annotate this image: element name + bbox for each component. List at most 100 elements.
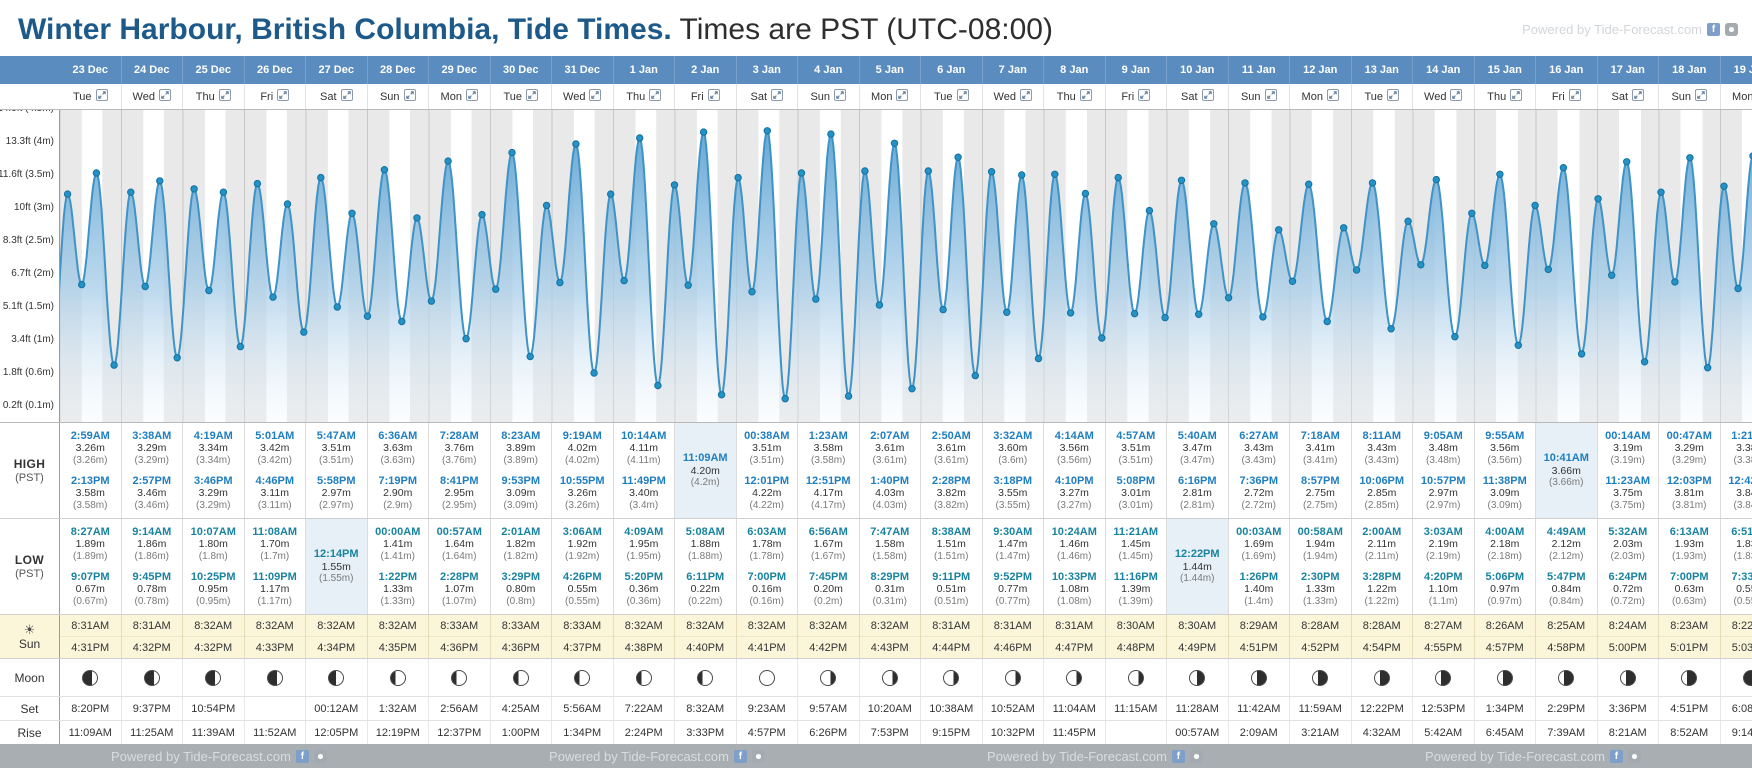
high-tide-cell: 6:27AM 3.43m (3.43m) 7:36PM 2.72m (2.72m) [1228,423,1290,518]
expand-day-icon[interactable] [1264,89,1277,104]
sun-times-cell: 8:31AM 4:47PM [1044,615,1106,658]
weekday-cell[interactable]: Mon [429,84,491,109]
expand-day-icon[interactable] [649,89,662,104]
expand-day-icon[interactable] [707,89,720,104]
weekday-cell[interactable]: Mon [860,84,921,109]
weekday-cell[interactable]: Thu [1475,84,1536,109]
weekday-cell[interactable]: Thu [183,84,245,109]
expand-day-icon[interactable] [834,89,847,104]
low-tide-height-alt: (1.86m) [134,551,169,563]
sunset-time: 4:32PM [121,636,182,658]
expand-day-icon[interactable] [1387,89,1400,104]
expand-day-icon[interactable] [1632,89,1644,104]
weekday-cell[interactable]: Tue [1352,84,1413,109]
weekday-cell[interactable]: Tue [921,84,983,109]
weekday-cell[interactable]: Fri [245,84,306,109]
weekday-cell[interactable]: Tue [491,84,552,109]
weekday-cell[interactable]: Fri [1106,84,1167,109]
expand-day-icon[interactable] [218,89,231,104]
weekday-cell[interactable]: Sat [1598,84,1659,109]
expand-day-icon[interactable] [1450,89,1463,104]
high-tide-event: 12:01PM 4.22m (4.22m) [737,475,798,511]
weekday-cell[interactable]: Wed [122,84,183,109]
expand-day-icon[interactable] [1138,89,1151,104]
weekday-cell[interactable]: Thu [614,84,675,109]
weekday-cell[interactable]: Sat [737,84,798,109]
weekday-cell[interactable]: Wed [983,84,1044,109]
high-tide-time: 9:53PM [501,474,541,487]
weekday-cell[interactable]: Sun [368,84,429,109]
weekday-label: Sun [810,90,831,103]
low-tide-time: 6:56AM [808,526,848,538]
weekday-cell[interactable]: Wed [1413,84,1475,109]
expand-day-icon[interactable] [956,89,969,104]
high-tide-time: 11:38PM [1482,474,1527,487]
weekday-cell[interactable]: Mon [1290,84,1352,109]
expand-day-icon[interactable] [1695,89,1708,104]
high-tide-event: 1:23AM 3.58m (3.58m) [798,430,859,466]
expand-day-icon[interactable] [340,89,353,104]
footer-watermark: Powered by Tide-Forecast.com f [549,749,765,764]
high-tide-height-alt: (4.03m) [872,499,907,511]
expand-day-icon[interactable] [589,89,602,104]
expand-day-icon[interactable] [896,89,909,104]
weekday-cell[interactable]: Sun [1659,84,1721,109]
weekday-cell[interactable]: Mon [1721,84,1752,109]
weekday-cell[interactable]: Sat [1167,84,1229,109]
low-tide-height-alt: (1.64m) [442,551,477,563]
low-tide-time: 00:57AM [436,526,482,538]
weekday-cell[interactable]: Wed [552,84,614,109]
expand-day-icon[interactable] [277,89,290,104]
y-axis-label: 3.4ft (1m) [11,334,54,345]
weekday-cell[interactable]: Sun [798,84,860,109]
weekday-cell[interactable]: Sat [306,84,368,109]
low-tide-height-alt: (0.2m) [813,595,843,607]
high-tide-event: 11:49PM 3.40m (3.4m) [614,475,675,511]
expand-day-icon[interactable] [526,89,539,104]
expand-day-icon[interactable] [771,89,783,104]
low-tide-time: 7:00PM [1669,570,1709,583]
weekday-cell[interactable]: Tue [60,84,122,109]
expand-day-icon[interactable] [1019,89,1032,104]
high-tide-time: 6:36AM [378,430,418,442]
moonset-cell [245,697,306,720]
low-tide-height-alt: (1.67m) [811,551,846,563]
low-tide-time: 00:00AM [375,526,421,538]
low-tide-height-alt: (0.63m) [1672,595,1707,607]
low-tide-time: 00:03AM [1236,526,1282,538]
low-tide-event: 7:47AM 1.58m (1.58m) [860,526,921,562]
low-tide-time: 6:13AM [1669,526,1709,538]
expand-day-icon[interactable] [1079,89,1092,104]
expand-day-icon[interactable] [465,89,478,104]
weekday-label: Fri [1121,90,1135,103]
high-tide-event: 12:51PM 4.17m (4.17m) [798,475,859,511]
expand-day-icon[interactable] [1326,89,1339,104]
high-tide-height: 3.38m [1736,442,1752,455]
high-tide-cell: 11:09AM 4.20m (4.2m) [675,423,737,518]
expand-day-icon[interactable] [158,89,171,104]
weekday-cell[interactable]: Thu [1044,84,1106,109]
weekday-label: Fri [690,90,704,103]
expand-day-icon[interactable] [403,89,416,104]
weekday-cell[interactable]: Fri [1536,84,1598,109]
date-header: 23 Dec [60,56,122,84]
high-tide-event: 1:21AM3.38m(3.38m) [1721,430,1752,466]
weekday-cell[interactable]: Sun [1229,84,1290,109]
expand-day-icon[interactable] [1568,89,1581,104]
high-tide-height-alt: (4.02m) [565,455,600,467]
high-tide-height-alt: (3.56m) [1487,455,1522,467]
weekday-label: Tue [933,90,953,103]
low-tide-cell: 6:13AM 1.93m (1.93m) 7:00PM 0.63m (0.63m) [1659,519,1721,614]
high-tide-time: 7:28AM [439,430,479,442]
low-tide-row: LOW (PST) 8:27AM 1.89m (1.89m) 9:07PM 0.67m(… [0,518,1752,614]
high-tide-time: 9:05AM [1423,430,1463,442]
expand-day-icon[interactable] [1201,89,1214,104]
moonrise-cell: 8:21AM [1598,721,1659,744]
moon-waning-crescent-icon [1496,669,1513,686]
low-tide-height: 0.78m [137,583,167,596]
expand-day-icon[interactable] [1510,89,1523,104]
weekday-cell[interactable]: Fri [675,84,737,109]
low-tide-time: 3:28PM [1362,570,1402,583]
expand-day-icon[interactable] [95,89,108,104]
